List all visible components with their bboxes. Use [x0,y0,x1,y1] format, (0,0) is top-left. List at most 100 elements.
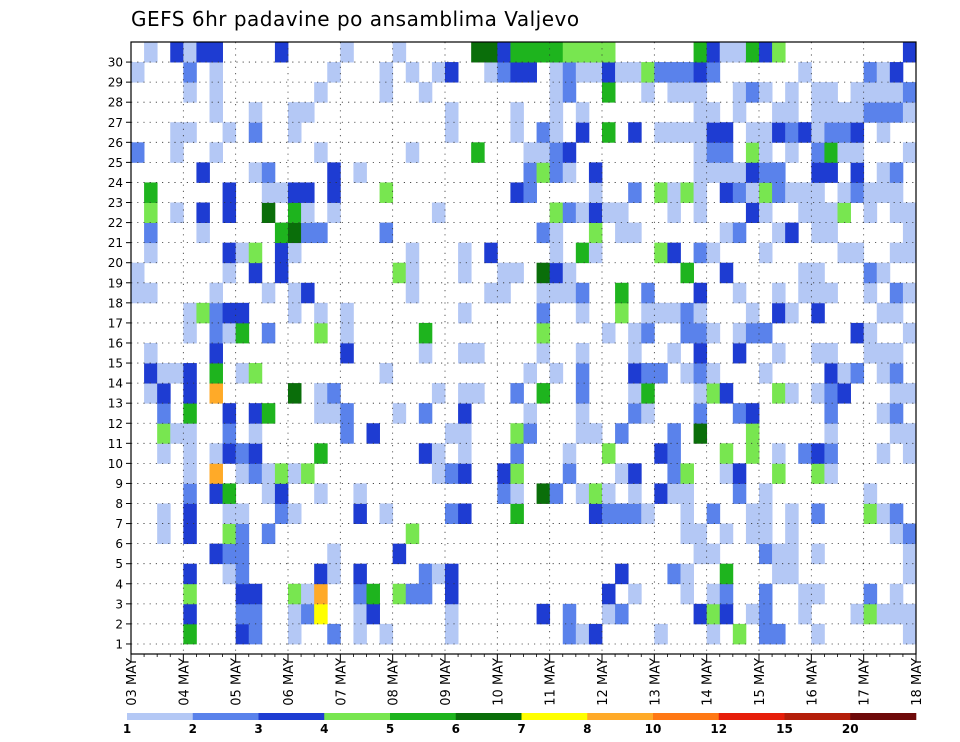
heatmap-cell [654,443,668,464]
heatmap-cell [667,563,681,585]
heatmap-cell [837,383,851,404]
heatmap-cell [575,62,590,83]
heatmap-cell [719,122,734,143]
legend-label: 12 [710,722,727,736]
heatmap-cell [876,363,891,384]
heatmap-cell [602,443,616,464]
y-tick-label: 18 [108,296,123,310]
heatmap-cell [327,623,341,645]
heatmap-cell [588,423,603,444]
heatmap-cell [549,122,564,143]
heatmap-cell [183,423,197,444]
y-tick-label: 12 [108,417,123,431]
legend-label: 1 [123,722,131,736]
heatmap-cell [798,202,812,223]
heatmap-cell [641,62,655,83]
heatmap-cell [523,182,537,203]
heatmap-cell [719,443,734,464]
heatmap-cell [549,142,564,163]
heatmap-cell [431,443,446,464]
heatmap-cell [654,302,668,324]
heatmap-cell [418,443,433,464]
heatmap-cell [693,182,708,203]
heatmap-cell [222,423,237,444]
heatmap-cell [288,182,302,203]
heatmap-cell [811,543,825,565]
heatmap-cell [798,122,812,143]
heatmap-cell [235,623,250,645]
heatmap-cell [248,623,263,645]
heatmap-cell [628,363,642,384]
heatmap-cell [902,242,917,264]
heatmap-cell [445,623,459,645]
heatmap-cell [588,162,603,183]
heatmap-cell [811,383,825,404]
heatmap-cell [183,463,197,484]
heatmap-cell [628,483,642,504]
heatmap-cell [641,302,655,324]
heatmap-cell [392,583,407,605]
heatmap-cell [902,322,917,344]
heatmap-cell [536,42,551,63]
heatmap-cell [183,322,197,344]
y-tick-label: 20 [108,256,123,270]
heatmap-cell [183,42,197,63]
heatmap-cell [745,302,760,324]
heatmap-cell [562,282,577,304]
heatmap-cell [745,403,760,424]
heatmap-cell [719,262,734,284]
heatmap-cell [693,302,708,324]
legend-swatch [324,713,391,720]
legend-swatch [192,713,259,720]
heatmap-cell [248,463,263,484]
heatmap-cell [288,583,302,605]
heatmap-cell [575,383,590,404]
heatmap-cell [863,503,878,524]
heatmap-cell [353,623,367,645]
heatmap-cell [222,543,237,565]
y-tick-label: 11 [108,437,123,451]
heatmap-cell [222,403,237,424]
heatmap-cell [706,42,721,63]
heatmap-cell [536,603,551,625]
heatmap-cell [131,62,145,83]
heatmap-cell [863,202,878,223]
heatmap-cell [719,523,734,545]
heatmap-cell [458,383,472,404]
heatmap-cell [798,443,812,464]
heatmap-cell [902,603,917,625]
heatmap-cell [615,463,629,484]
heatmap-cell [811,202,825,223]
heatmap-cell [379,82,394,103]
heatmap-cell [445,603,459,625]
legend-swatch [127,713,194,720]
heatmap-cell [719,142,734,163]
heatmap-cell [510,62,524,83]
heatmap-cell [772,222,786,244]
heatmap-cell [759,543,773,565]
heatmap-cell [889,162,904,183]
heatmap-cell [680,523,694,545]
heatmap-cell [549,102,564,123]
legend-label: 6 [452,722,460,736]
heatmap-cell [745,182,760,203]
heatmap-cell [353,583,367,605]
heatmap-cell [157,363,171,384]
heatmap-cell [772,162,786,183]
heatmap-cell [732,182,747,203]
heatmap-cell [340,42,354,63]
heatmap-cell [706,543,721,565]
heatmap-cell [314,302,328,324]
heatmap-cell [131,262,145,284]
heatmap-cell [523,403,537,424]
heatmap-cell [144,242,158,264]
heatmap-cell [235,543,250,565]
heatmap-cell [144,282,158,304]
heatmap-cell [222,322,237,344]
legend-label: 10 [645,722,662,736]
heatmap-cell [785,503,799,524]
y-tick-label: 23 [108,196,123,210]
heatmap-cell [628,222,642,244]
heatmap-cell [588,182,603,203]
